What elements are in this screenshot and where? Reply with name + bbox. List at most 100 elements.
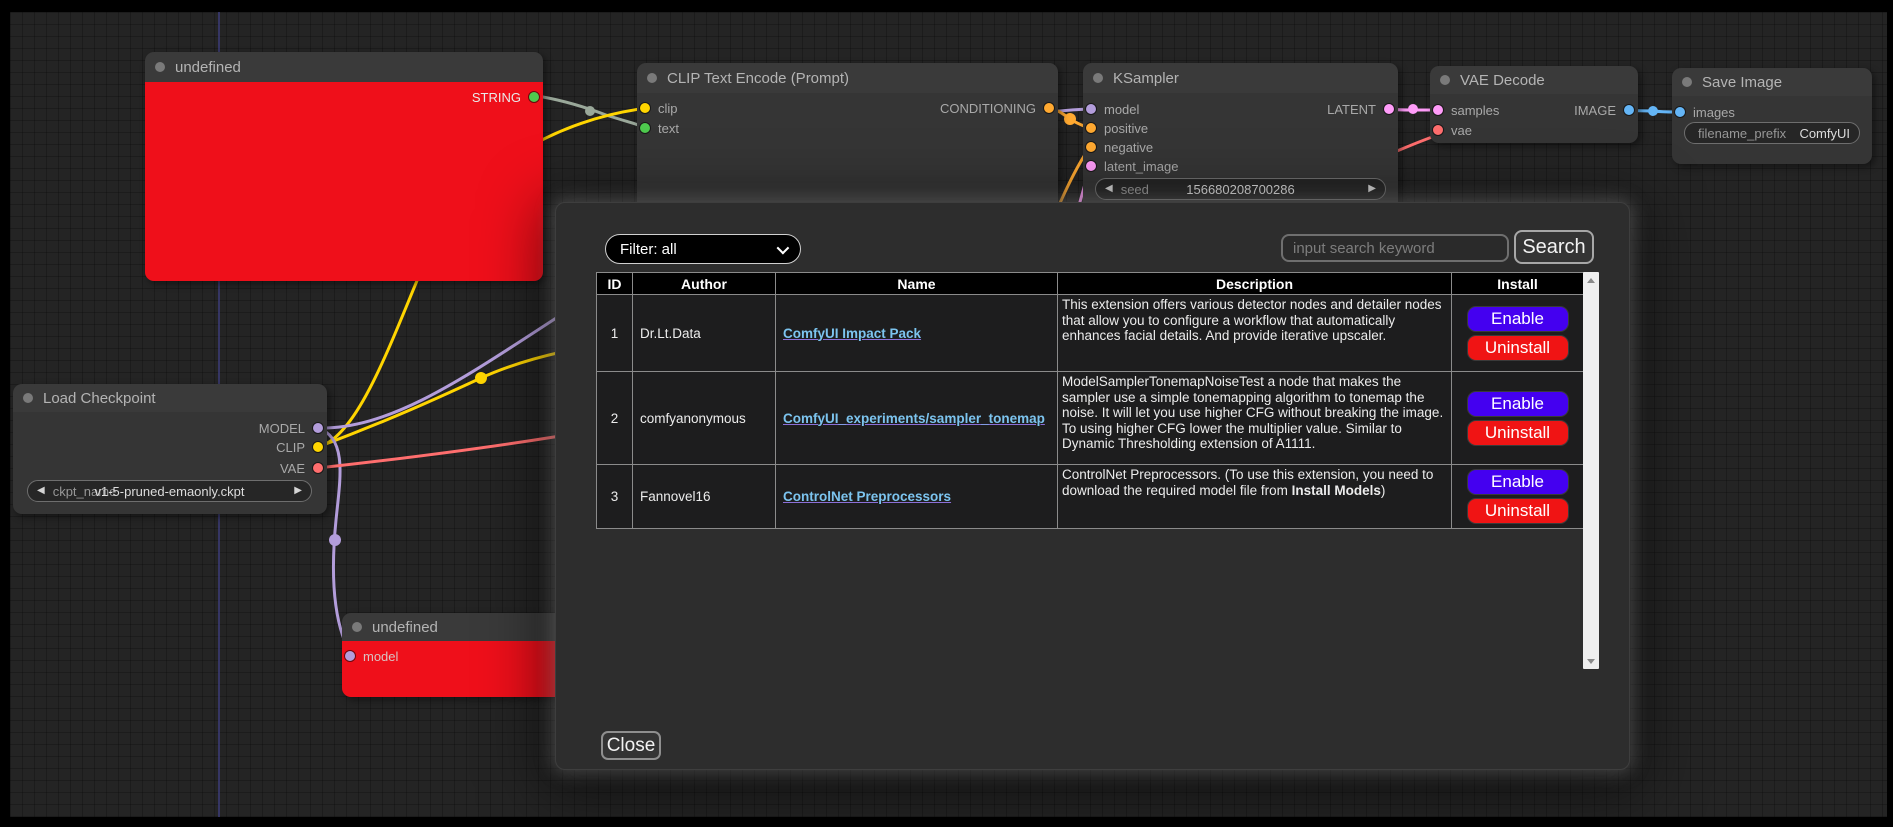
node-vae-decode[interactable]: VAE Decode samples vae IMAGE [1430, 66, 1638, 143]
extension-link[interactable]: ComfyUI_experiments/sampler_tonemap [783, 410, 1045, 426]
node-undefined-bottom[interactable]: undefined model [342, 613, 582, 697]
node-body: samples vae IMAGE [1430, 94, 1638, 143]
node-collapse-dot[interactable] [155, 62, 165, 72]
seed-stepper[interactable]: ◀ seed 156680208700286 ▶ [1095, 178, 1386, 200]
output-label: VAE [279, 460, 305, 476]
node-titlebar[interactable]: KSampler [1083, 63, 1398, 93]
widget-value: 156680208700286 [1186, 181, 1295, 197]
node-title: Load Checkpoint [43, 389, 156, 407]
table-scrollbar[interactable] [1583, 272, 1599, 669]
extension-link[interactable]: ControlNet Preprocessors [783, 489, 952, 504]
cell-install: Enable Uninstall [1451, 464, 1584, 529]
node-body: MODEL CLIP VAE ◀ ckpt_name v1-5-pruned-e… [13, 412, 327, 514]
output-slot-latent[interactable] [1384, 104, 1394, 114]
output-label: MODEL [258, 420, 305, 436]
node-title: undefined [175, 58, 241, 76]
node-collapse-dot[interactable] [352, 622, 362, 632]
page-frame-right [1887, 0, 1893, 827]
cell-description: This extension offers various detector n… [1057, 294, 1452, 372]
uninstall-button[interactable]: Uninstall [1466, 419, 1569, 446]
table-header-row: ID Author Name Description Install [596, 272, 1584, 295]
uninstall-button[interactable]: Uninstall [1466, 498, 1569, 524]
scrollbar-up-arrow-icon[interactable] [1583, 272, 1599, 288]
input-label: negative [1104, 139, 1154, 155]
uninstall-button[interactable]: Uninstall [1466, 334, 1569, 361]
input-slot-text[interactable] [640, 123, 650, 133]
stepper-left-arrow[interactable]: ◀ [1105, 183, 1113, 194]
input-slot-model[interactable] [1086, 104, 1096, 114]
widget-label: filename_prefix [1698, 125, 1787, 141]
node-title: CLIP Text Encode (Prompt) [667, 69, 850, 87]
wire-dot-latent [1408, 104, 1418, 114]
close-button[interactable]: Close [601, 731, 661, 760]
node-titlebar[interactable]: VAE Decode [1430, 66, 1638, 94]
output-slot-conditioning[interactable] [1044, 103, 1054, 113]
search-button[interactable]: Search [1514, 230, 1594, 264]
input-slot-positive[interactable] [1086, 123, 1096, 133]
search-input[interactable] [1281, 234, 1509, 262]
col-header-name: Name [775, 272, 1058, 295]
node-body: STRING [145, 82, 543, 281]
node-titlebar[interactable]: undefined [342, 613, 582, 641]
ckpt-name-stepper[interactable]: ◀ ckpt_name v1-5-pruned-emaonly.ckpt ▶ [27, 480, 312, 502]
node-titlebar[interactable]: undefined [145, 52, 543, 82]
enable-button[interactable]: Enable [1466, 305, 1569, 332]
output-label: STRING [471, 89, 521, 105]
node-undefined-top[interactable]: undefined STRING [145, 52, 543, 281]
input-slot-images[interactable] [1675, 107, 1685, 117]
output-slot-model[interactable] [313, 423, 323, 433]
table-row: 3 Fannovel16 ControlNet Preprocessors Co… [596, 464, 1584, 529]
stepper-right-arrow[interactable]: ▶ [294, 485, 302, 496]
input-slot-latent-image[interactable] [1086, 161, 1096, 171]
node-save-image[interactable]: Save Image images filename_prefix ComfyU… [1672, 68, 1872, 164]
table-row: 1 Dr.Lt.Data ComfyUI Impact Pack This ex… [596, 294, 1584, 372]
input-label: positive [1104, 120, 1149, 136]
node-collapse-dot[interactable] [1093, 73, 1103, 83]
widget-label: seed [1120, 181, 1149, 197]
node-collapse-dot[interactable] [23, 393, 33, 403]
stepper-left-arrow[interactable]: ◀ [37, 485, 45, 496]
node-load-checkpoint[interactable]: Load Checkpoint MODEL CLIP VAE ◀ ckpt_na [13, 384, 327, 514]
stepper-right-arrow[interactable]: ▶ [1368, 183, 1376, 194]
input-slot-vae[interactable] [1433, 125, 1443, 135]
extension-table-container: ID Author Name Description Install 1 Dr.… [596, 272, 1599, 669]
enable-button[interactable]: Enable [1466, 469, 1569, 495]
extension-link[interactable]: ComfyUI Impact Pack [783, 325, 922, 341]
cell-author: comfyanonymous [632, 371, 776, 465]
node-collapse-dot[interactable] [1682, 77, 1692, 87]
input-slot-samples[interactable] [1433, 105, 1443, 115]
filter-select-value: Filter: all [620, 240, 677, 258]
output-slot-string[interactable] [529, 92, 539, 102]
output-slot-vae[interactable] [313, 463, 323, 473]
node-collapse-dot[interactable] [1440, 75, 1450, 85]
cell-author: Fannovel16 [632, 464, 776, 529]
page-frame-top [0, 0, 1893, 12]
input-label: model [1104, 101, 1140, 117]
node-titlebar[interactable]: CLIP Text Encode (Prompt) [637, 63, 1058, 93]
widget-value: v1-5-pruned-emaonly.ckpt [94, 483, 245, 499]
output-label: LATENT [1327, 101, 1376, 117]
filename-prefix-widget[interactable]: filename_prefix ComfyUI [1684, 122, 1860, 144]
scrollbar-down-arrow-icon[interactable] [1583, 653, 1599, 669]
node-titlebar[interactable]: Load Checkpoint [13, 384, 327, 412]
bold-install-models: Install Models [1291, 482, 1381, 498]
widget-value: ComfyUI [1799, 125, 1850, 141]
wire-dot-string [585, 106, 595, 116]
widget-label: ckpt_name [52, 483, 117, 499]
enable-button[interactable]: Enable [1466, 390, 1569, 417]
input-label: latent_image [1104, 158, 1179, 174]
input-label: model [363, 648, 399, 664]
input-label: clip [658, 100, 678, 116]
input-slot-negative[interactable] [1086, 142, 1096, 152]
page-frame-left [0, 0, 10, 827]
cell-description: ModelSamplerTonemapNoiseTest a node that… [1057, 371, 1452, 465]
output-slot-clip[interactable] [313, 442, 323, 452]
col-header-description: Description [1057, 272, 1452, 295]
output-label: CLIP [276, 439, 305, 455]
filter-select[interactable]: Filter: all [605, 234, 801, 264]
input-slot-clip[interactable] [640, 103, 650, 113]
input-slot-model[interactable] [345, 651, 355, 661]
node-titlebar[interactable]: Save Image [1672, 68, 1872, 96]
output-slot-image[interactable] [1624, 105, 1634, 115]
node-collapse-dot[interactable] [647, 73, 657, 83]
